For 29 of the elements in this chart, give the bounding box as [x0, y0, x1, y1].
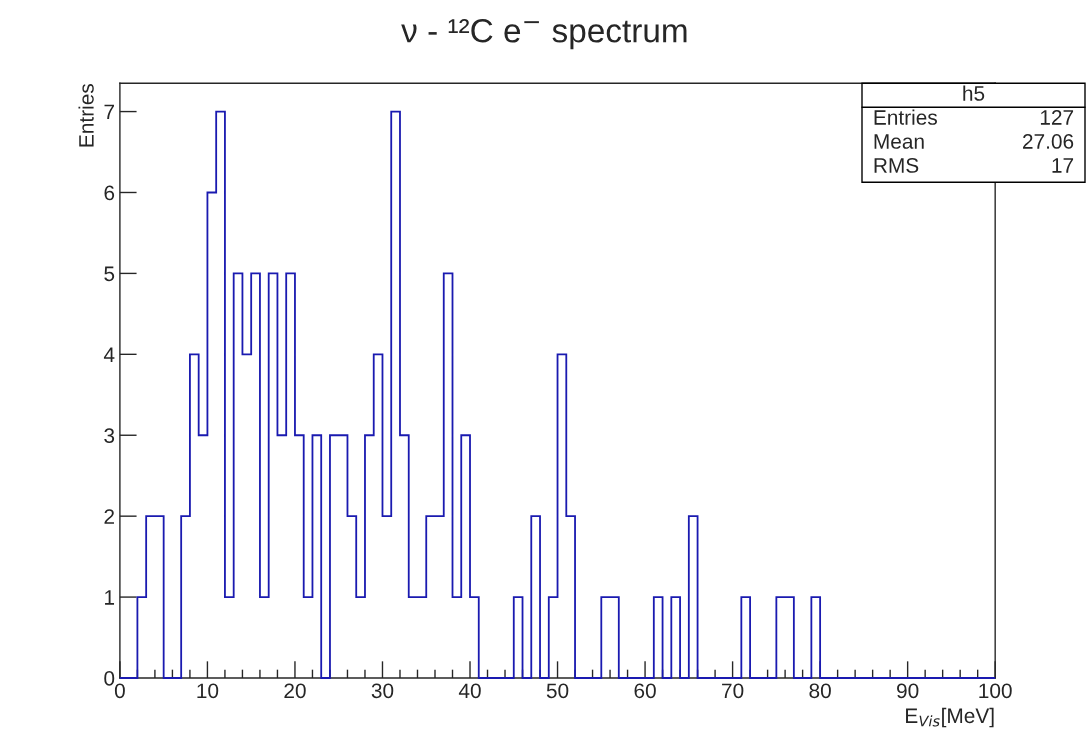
annotation: RMS: [874, 158, 919, 173]
chart-title: ν - ¹²C e$^{−}$ spectrum: [401, 18, 687, 50]
y-tick-label: 0: [104, 671, 115, 686]
y-tick-label: 7: [104, 104, 114, 120]
text: 17: [1052, 158, 1074, 173]
x-tick-label: 20: [284, 683, 306, 699]
y-axis-title: Entries: [78, 84, 94, 147]
x-tick-label: 70: [722, 683, 744, 699]
x-tick-label: 10: [197, 683, 219, 699]
annotation: Mean: [874, 134, 924, 149]
y-tick-label: 5: [104, 266, 115, 282]
y-tick-label: 3: [104, 428, 115, 443]
y-tick-label: 2: [104, 509, 114, 524]
annotation: Entries: [874, 109, 937, 125]
x-tick-label: 50: [546, 683, 569, 699]
text: 127: [1040, 110, 1074, 125]
annotation: h5: [963, 85, 985, 101]
text: 27.06: [1023, 134, 1074, 149]
x-tick-label: 30: [371, 683, 394, 699]
y-tick-label: 6: [104, 185, 115, 201]
x-tick-label: 40: [458, 683, 481, 699]
x-tick-label: 90: [897, 683, 919, 699]
y-tick-label: 4: [103, 347, 115, 362]
y-tick-label: 1: [105, 590, 115, 605]
x-axis-title: E$_{Vis}$[MeV]: [906, 707, 994, 728]
x-tick-label: 100: [979, 683, 1012, 699]
x-tick-label: 80: [809, 683, 831, 699]
x-tick-label: 60: [634, 683, 656, 699]
x-tick-label: 0: [114, 683, 125, 699]
